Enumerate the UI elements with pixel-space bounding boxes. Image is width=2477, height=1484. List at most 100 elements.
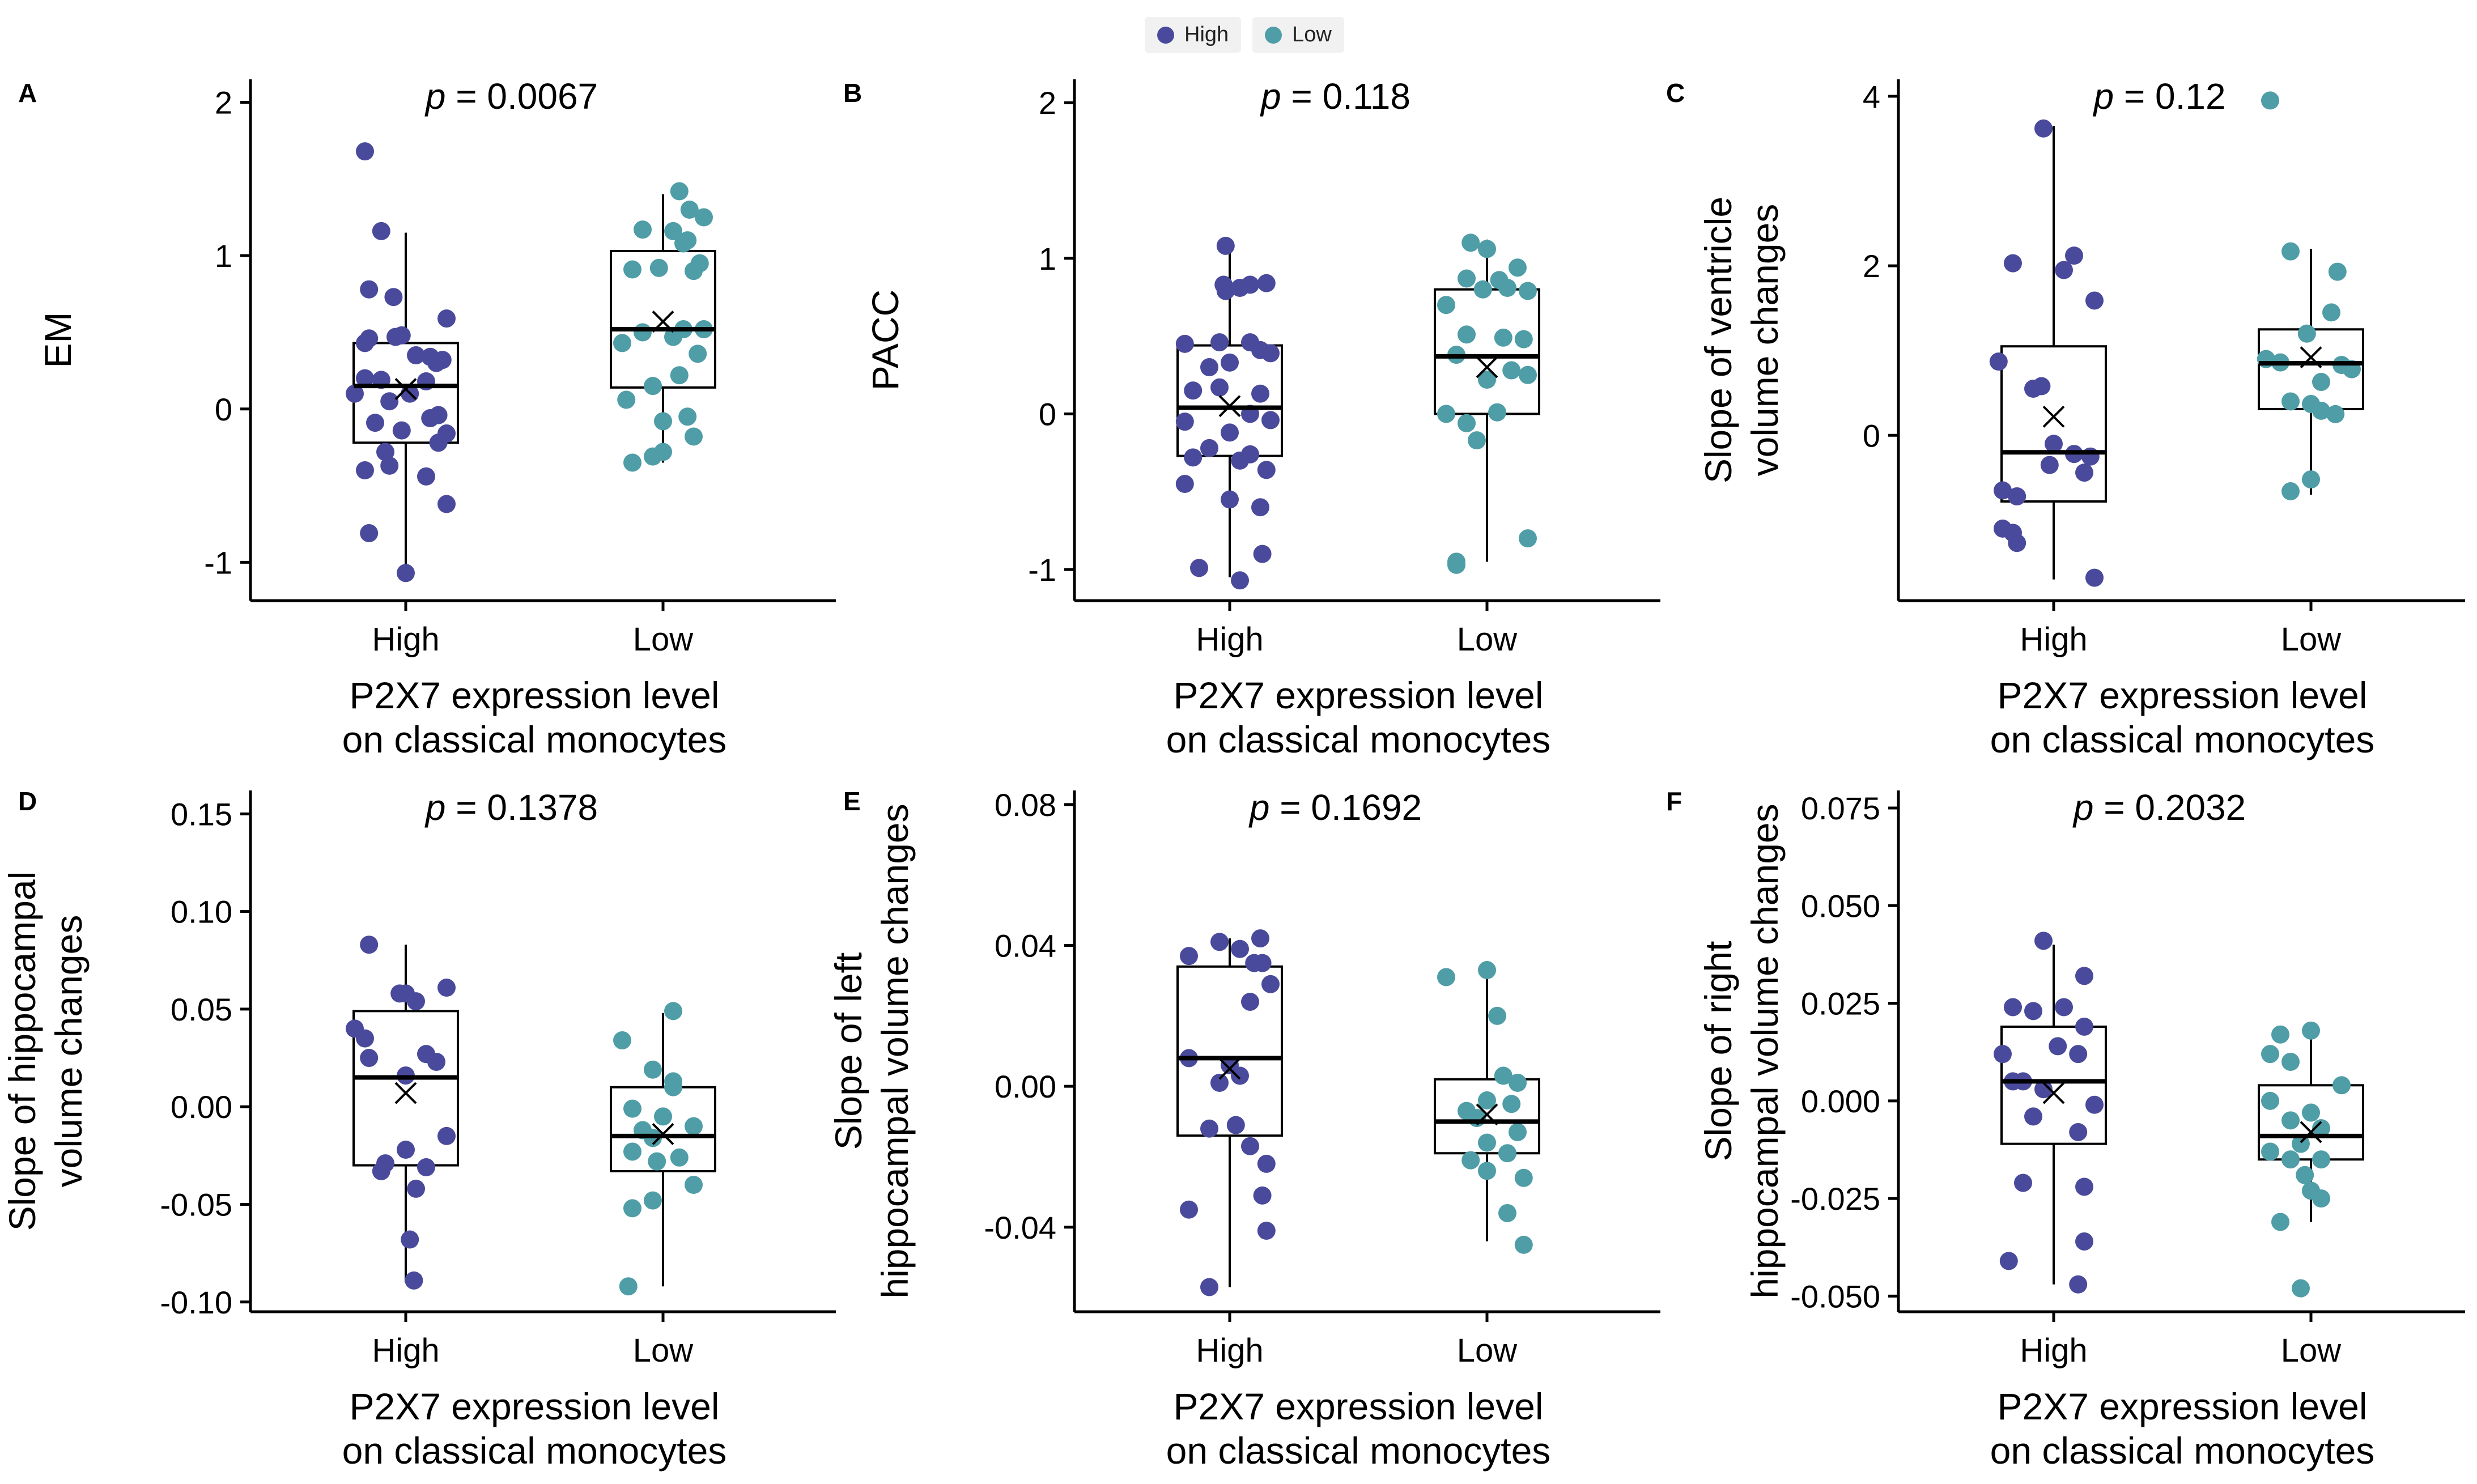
data-point-low <box>674 234 692 253</box>
mean-marker <box>2042 405 2065 428</box>
x-tick-label: High <box>2020 621 2087 658</box>
data-point-high <box>356 461 374 479</box>
y-tick-label: 4 <box>1863 79 1880 114</box>
data-point-high <box>356 1029 374 1048</box>
data-point-low <box>1519 282 1537 300</box>
data-point-low <box>617 390 636 409</box>
y-tick-label: 0.075 <box>1801 790 1880 826</box>
legend-label-low: Low <box>1292 23 1332 46</box>
data-point-low <box>670 1148 689 1167</box>
data-point-low <box>1478 1091 1496 1110</box>
data-point-low <box>2261 91 2279 110</box>
x-axis-title-line2: on classical monocytes <box>342 718 727 760</box>
data-point-high <box>429 433 448 452</box>
y-tick-label: 1 <box>215 238 232 274</box>
y-axis-title: EM <box>37 312 79 368</box>
data-point-low <box>648 1152 666 1171</box>
p-value-number: = 0.12 <box>2114 76 2226 117</box>
y-axis-title: hippocampal volume changes <box>1744 803 1786 1298</box>
data-point-high <box>2004 998 2022 1017</box>
data-point-low <box>2322 303 2340 322</box>
data-point-high <box>1180 947 1198 966</box>
legend-marker-low <box>1265 26 1282 44</box>
data-point-high <box>2085 568 2104 587</box>
x-tick-label: Low <box>633 1332 694 1369</box>
data-point-low <box>2281 1150 2300 1169</box>
y-tick-label: 0 <box>1863 418 1880 453</box>
data-point-low <box>2261 1091 2279 1110</box>
p-value-symbol: p <box>2072 787 2094 828</box>
data-point-low <box>2328 262 2347 281</box>
panel-letter: E <box>843 786 861 816</box>
data-point-high <box>1231 939 1249 958</box>
data-point-low <box>619 1277 638 1296</box>
y-tick-label: 0.050 <box>1801 888 1880 924</box>
data-point-low <box>1461 1151 1480 1170</box>
data-point-low <box>670 182 689 201</box>
data-point-high <box>1989 352 2008 371</box>
y-tick-label: 0.08 <box>995 787 1056 823</box>
data-point-low <box>685 262 703 280</box>
data-point-high <box>2034 1080 2053 1099</box>
data-point-low <box>623 260 641 279</box>
data-point-low <box>623 1199 641 1218</box>
y-tick-label: 0.15 <box>171 796 232 832</box>
box-iqr <box>2000 345 2107 503</box>
x-axis-title: P2X7 expression level <box>1997 674 2367 716</box>
data-point-high <box>1261 344 1280 363</box>
data-point-high <box>407 1179 425 1198</box>
data-point-high <box>1210 933 1229 951</box>
data-point-high <box>1200 1278 1218 1296</box>
data-point-high <box>1999 1252 2018 1270</box>
data-point-low <box>1509 1122 1527 1141</box>
data-point-high <box>397 1141 415 1159</box>
data-point-low <box>644 1060 662 1079</box>
data-point-low <box>689 345 707 363</box>
data-point-low <box>1519 365 1537 384</box>
box-iqr <box>352 1010 459 1167</box>
data-point-high <box>2075 1232 2093 1251</box>
mean-marker <box>394 1082 417 1104</box>
box-iqr <box>1434 1078 1540 1155</box>
data-point-high <box>1210 1073 1229 1092</box>
data-point-low <box>623 1142 641 1161</box>
data-point-high <box>1216 282 1235 300</box>
data-point-high <box>2024 1107 2042 1126</box>
data-point-low <box>695 208 713 227</box>
data-point-high <box>2075 1177 2093 1196</box>
data-point-high <box>1257 274 1276 292</box>
x-axis-title: P2X7 expression level <box>1173 674 1543 716</box>
data-point-high <box>1221 353 1239 372</box>
data-point-high <box>2024 1002 2042 1020</box>
data-point-high <box>2032 377 2051 396</box>
data-point-high <box>1251 384 1269 403</box>
panel-letter: A <box>18 78 37 108</box>
data-point-low <box>1488 1006 1506 1025</box>
data-point-low <box>613 334 631 352</box>
x-axis-title: P2X7 expression level <box>1173 1385 1543 1427</box>
data-point-high <box>2065 246 2083 265</box>
data-point-low <box>2296 1166 2314 1184</box>
data-point-high <box>1210 378 1229 397</box>
p-value-number: = 0.1378 <box>445 787 598 828</box>
data-point-high <box>1251 498 1269 517</box>
p-value-label: p = 0.1378 <box>424 787 598 828</box>
data-point-high <box>360 936 379 954</box>
data-point-high <box>2085 291 2104 310</box>
data-point-low <box>644 447 662 466</box>
data-point-high <box>417 467 435 486</box>
data-point-high <box>366 414 384 432</box>
data-point-low <box>2297 324 2316 343</box>
data-point-low <box>1478 961 1496 980</box>
panel-f: F 0.075 0.050 0.025 0.000 -0.025 -0.050 High Low… <box>1666 786 2465 1472</box>
x-tick-label: Low <box>2281 1332 2342 1369</box>
data-point-high <box>1241 1137 1259 1155</box>
data-point-high <box>401 1230 419 1249</box>
y-tick-label: 0.00 <box>995 1069 1056 1104</box>
data-point-high <box>2069 1275 2088 1294</box>
p-value-number: = 0.0067 <box>445 76 598 117</box>
x-tick-label: High <box>1196 1332 1263 1369</box>
data-point-high <box>2004 524 2022 542</box>
data-point-high <box>360 524 379 542</box>
